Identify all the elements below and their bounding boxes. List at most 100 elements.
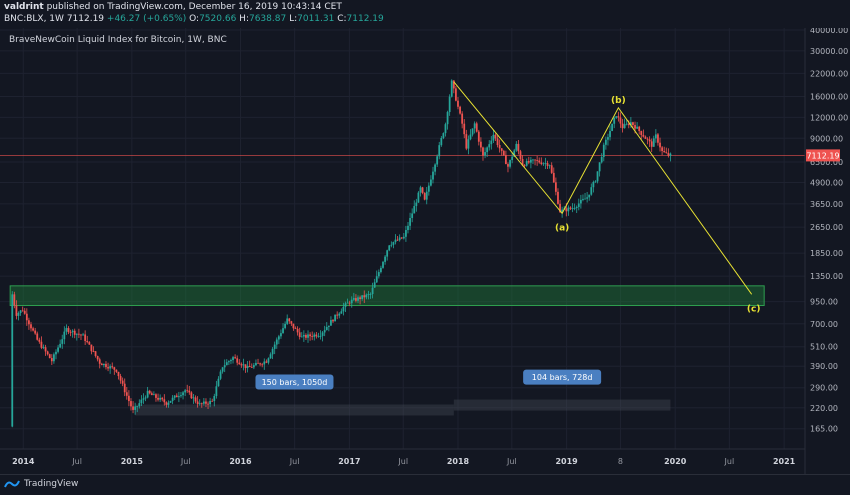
candle-body [142,398,145,400]
candle-body [665,152,668,153]
candle-body [336,314,339,316]
candle-body [609,130,611,138]
candle-body [132,406,134,410]
price-axis[interactable]: 40000.00 30000.00 22000.00 16000.00 12000.00… [810,28,848,434]
candle-body [663,150,666,153]
x-tick-label: Jul [180,457,191,466]
candle-body [319,335,322,337]
candle-body [388,245,391,251]
candle-body [569,207,572,209]
candle-body [636,126,639,129]
candle-body [255,362,257,366]
candle-body [92,351,95,353]
candle-body [252,365,255,368]
candle-body [430,179,432,186]
candle-body [207,403,209,405]
candle-body [111,366,114,368]
candle-body [109,366,112,369]
candle-body [396,239,399,241]
author-name[interactable]: valdrint [4,2,44,12]
candle-body [236,358,239,363]
candle-body [484,152,486,156]
candle-body [169,400,172,403]
candle-body [217,378,220,387]
candle-body [644,136,647,139]
candle-body [284,323,287,329]
candle-body [363,295,366,298]
candle-body [365,294,368,298]
y-tick-label: 290.00 [810,384,838,393]
candle-body [594,181,597,183]
y-tick-label: 165.00 [810,425,838,434]
candle-body [46,351,49,355]
candle-body [338,313,341,316]
candle-body [323,330,326,333]
candle-body [59,343,62,348]
date-ranges: 150 bars, 1050d 104 bars, 728d [135,369,671,416]
candle-body [438,145,441,157]
candle-body [554,182,557,192]
candle-body [502,150,505,156]
candle-body [94,351,97,357]
candle-body [342,306,345,312]
x-tick-label: Jul [397,457,408,466]
time-axis[interactable]: 2014 Jul 2015 Jul 2016 Jul 2017 Jul 2018 Jul 2019 8… [12,457,796,466]
y-tick-label: 22000.00 [810,69,848,78]
candle-body [209,400,212,405]
candle-body [446,112,449,125]
y-tick-label: 16000.00 [810,93,848,102]
candle-body [273,344,276,349]
candle-body [344,303,347,307]
candle-body [469,134,472,140]
candle-body [607,137,609,140]
candle-body [394,239,397,243]
candle-body [127,395,130,402]
candle-body [667,152,670,156]
candle-body [444,124,447,134]
candle-body [477,131,480,142]
candle-body [219,371,222,379]
candle-body [21,310,24,312]
candle-body [500,148,503,151]
x-tick-label: Jul [724,457,735,466]
candle-body [529,159,532,163]
y-tick-label: 220.00 [810,404,838,413]
candle-body [167,402,170,405]
candle-body [19,310,22,313]
candle-body [50,358,53,362]
candle-body [238,362,241,365]
x-tick-label: Jul [289,457,300,466]
tradingview-brand[interactable]: TradingView [4,478,78,490]
candle-body [509,160,511,167]
candle-body [482,147,484,156]
candle-body [84,334,87,341]
candle-body [177,396,180,398]
candle-body [311,336,314,337]
candle-body [473,123,476,129]
candle-body [69,332,72,333]
candle-body [371,287,374,295]
candle-body [190,392,193,399]
candle-body [405,230,407,237]
candle-body [173,395,176,398]
y-tick-label: 2650.00 [810,223,843,232]
y-tick-label: 40000.00 [810,28,848,35]
candle-body [521,158,524,166]
y-tick-label: 510.00 [810,343,838,352]
last-value: 7112.19 [66,14,105,24]
candle-body [654,134,657,139]
candle-body [180,395,182,397]
candle-body [205,401,207,404]
candle-body [367,294,370,295]
candle-body [61,339,64,344]
close-value: 7112.19 [346,14,384,24]
candle-body [348,302,351,304]
candle-body [471,128,474,135]
range-box [135,404,454,416]
candle-body [375,276,378,283]
candle-body [561,209,564,213]
candle-body [182,392,184,396]
candle-body [259,363,262,365]
candle-body [588,194,591,198]
